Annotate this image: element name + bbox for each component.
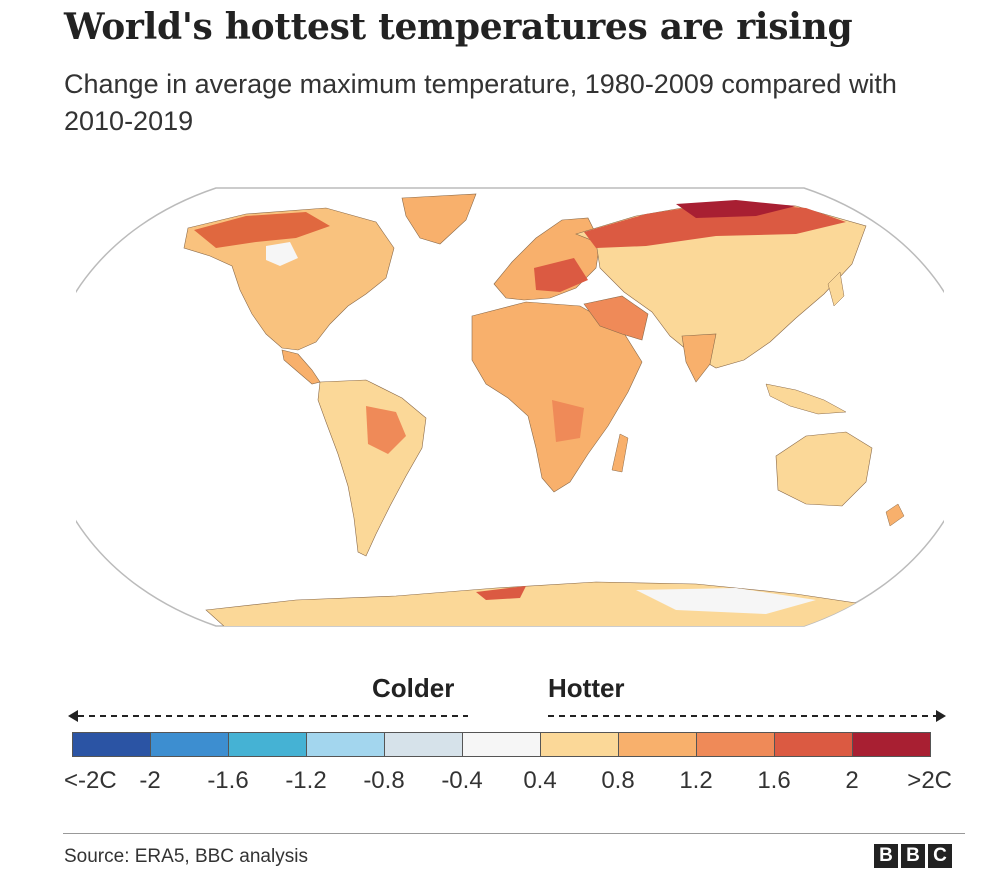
legend-swatch — [72, 732, 151, 757]
legend-swatch — [228, 732, 307, 757]
legend-swatch — [696, 732, 775, 757]
logo-letter: B — [901, 844, 925, 868]
india — [681, 333, 717, 383]
japan — [827, 271, 845, 307]
divider — [63, 833, 965, 834]
madagascar — [611, 433, 629, 473]
scale-tick-label: 0.8 — [601, 767, 635, 794]
legend-swatch — [384, 732, 463, 757]
scale-tick-label: -0.8 — [363, 767, 405, 794]
page-title: World's hottest temperatures are rising — [64, 6, 853, 48]
siberia-peak — [676, 200, 796, 218]
europe-hot-patch — [534, 258, 588, 292]
bbc-logo: B B C — [874, 844, 952, 868]
scale-tick-label: 1.2 — [679, 767, 713, 794]
brazil-hot-patch — [366, 406, 406, 454]
north-america-cool-patch — [266, 242, 298, 266]
scale-tick-label: 2 — [845, 767, 859, 794]
scale-tick-label: -1.6 — [207, 767, 249, 794]
legend-swatch — [618, 732, 697, 757]
africa-hot-patch — [552, 400, 584, 442]
southeast-asia-islands — [765, 383, 847, 415]
colder-label: Colder — [372, 673, 455, 703]
scale-tick-label: <-2C — [64, 767, 117, 794]
legend-swatch — [852, 732, 931, 757]
color-scale — [72, 732, 931, 757]
scale-tick-label: -2 — [139, 767, 161, 794]
north-america-hot-band — [194, 212, 330, 248]
legend-swatch — [462, 732, 541, 757]
scale-tick-label: >2C — [907, 767, 952, 794]
scale-tick-label: -1.2 — [285, 767, 327, 794]
greenland — [401, 193, 477, 245]
central-america — [281, 349, 321, 385]
direction-arrows — [68, 710, 946, 722]
scale-tick-label: 0.4 — [523, 767, 557, 794]
hotter-arrow-icon — [936, 710, 946, 722]
legend-swatch — [540, 732, 619, 757]
antarctica-hot-patch — [476, 586, 526, 600]
legend-swatch — [150, 732, 229, 757]
colder-arrow-icon — [68, 710, 78, 722]
hotter-label: Hotter — [548, 673, 625, 703]
logo-letter: C — [928, 844, 952, 868]
world-map — [76, 187, 944, 627]
australia — [775, 431, 873, 507]
middle-east — [583, 295, 649, 341]
antarctica-cool-patch — [636, 588, 816, 614]
logo-letter: B — [874, 844, 898, 868]
siberia-hot-band — [584, 202, 846, 248]
scale-tick-label: 1.6 — [757, 767, 791, 794]
source-note: Source: ERA5, BBC analysis — [64, 846, 308, 867]
legend-swatch — [774, 732, 853, 757]
new-zealand — [885, 503, 905, 527]
subtitle: Change in average maximum temperature, 1… — [64, 69, 897, 136]
legend-swatch — [306, 732, 385, 757]
scale-tick-label: -0.4 — [441, 767, 483, 794]
